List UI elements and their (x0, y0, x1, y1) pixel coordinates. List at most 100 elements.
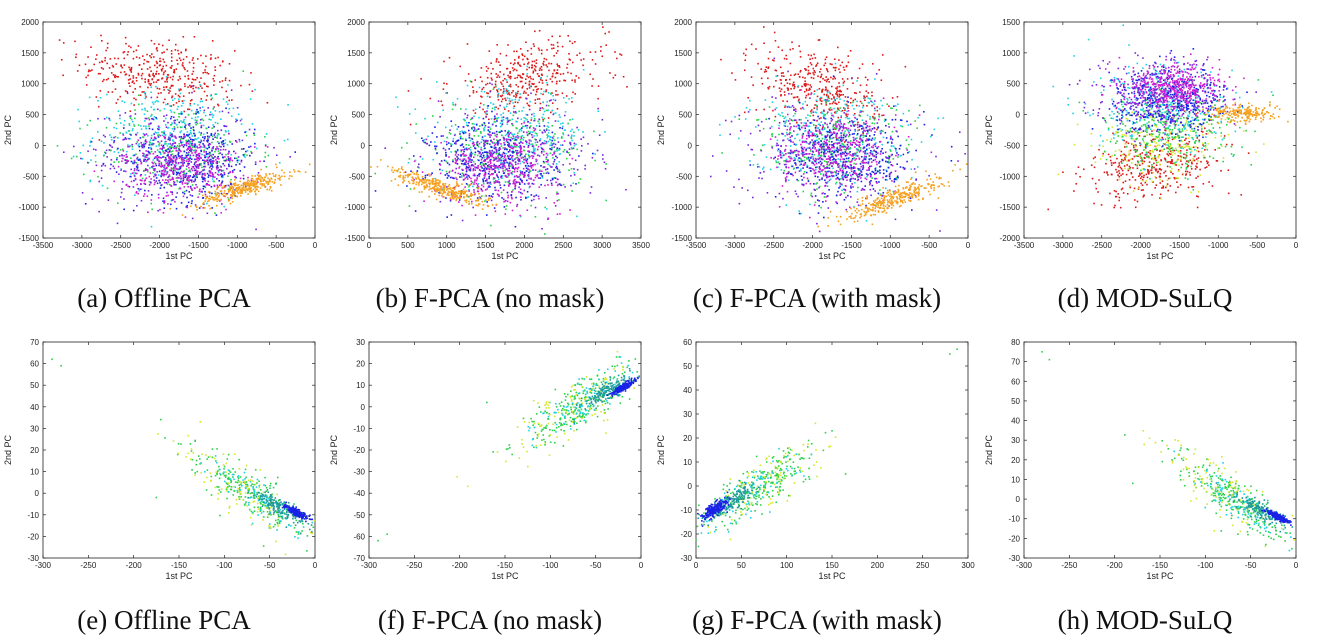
data-point (137, 72, 140, 75)
data-point (106, 42, 109, 45)
data-point (465, 147, 468, 149)
data-point (210, 163, 212, 165)
data-point (184, 136, 186, 138)
data-point (409, 123, 412, 126)
data-point (508, 185, 510, 187)
data-point (207, 161, 209, 163)
data-point (517, 145, 519, 148)
data-point (123, 127, 125, 129)
data-point (133, 169, 136, 172)
data-point (497, 140, 500, 142)
data-point (449, 187, 452, 190)
data-point (180, 142, 183, 145)
data-point (207, 176, 210, 178)
data-point (153, 75, 155, 77)
data-point (211, 40, 214, 42)
data-point (146, 159, 148, 162)
data-point (143, 143, 146, 146)
data-point (604, 32, 607, 35)
data-point (495, 106, 497, 109)
data-point (162, 146, 164, 148)
data-point (509, 149, 511, 151)
data-point (170, 169, 172, 172)
data-point (207, 126, 210, 129)
data-point (518, 130, 521, 133)
data-point (527, 176, 530, 178)
data-point (500, 100, 503, 103)
data-point (546, 136, 549, 139)
data-point (231, 99, 233, 101)
data-point (474, 192, 476, 195)
data-point (470, 164, 473, 167)
data-point (196, 186, 198, 188)
data-point (233, 150, 235, 153)
data-point (150, 178, 152, 180)
data-point (490, 195, 493, 197)
data-point (598, 134, 601, 137)
data-point (189, 185, 192, 188)
data-point (582, 68, 585, 71)
data-point (797, 86, 799, 88)
data-point (536, 141, 539, 143)
data-point (534, 30, 536, 33)
data-point (151, 117, 153, 120)
data-point (485, 168, 488, 171)
data-point (163, 152, 165, 155)
data-point (171, 95, 174, 98)
data-point (187, 162, 189, 165)
data-point (507, 143, 510, 146)
data-point (131, 81, 134, 84)
data-point (139, 179, 142, 181)
data-point (786, 82, 789, 84)
data-point (165, 148, 168, 151)
data-point (533, 119, 535, 122)
data-point (504, 129, 506, 132)
data-point (533, 117, 536, 120)
data-point (207, 162, 210, 165)
data-point (515, 120, 517, 123)
data-point (530, 117, 533, 119)
data-point (164, 149, 167, 152)
data-point (528, 169, 531, 171)
data-point (212, 173, 214, 176)
data-point (536, 175, 539, 177)
data-point (120, 65, 123, 67)
data-point (411, 179, 413, 181)
data-point (562, 150, 565, 153)
data-point (175, 177, 178, 179)
data-point (520, 80, 523, 83)
data-point (501, 177, 503, 180)
data-point (286, 138, 289, 141)
data-point (551, 124, 554, 127)
data-point (172, 146, 175, 149)
data-point (137, 139, 140, 142)
data-point (516, 92, 519, 95)
data-point (552, 72, 554, 75)
data-point (530, 177, 532, 180)
data-point (430, 180, 433, 183)
data-point (208, 190, 211, 193)
data-point (128, 137, 130, 140)
data-point (453, 191, 455, 194)
data-point (160, 163, 163, 165)
data-point (180, 161, 182, 164)
data-point (500, 145, 503, 147)
data-point (498, 160, 500, 162)
data-point (480, 153, 483, 156)
data-point (158, 162, 161, 165)
data-point (570, 168, 573, 170)
data-point (178, 166, 181, 169)
data-point (154, 151, 157, 153)
data-point (137, 103, 140, 106)
data-point (876, 109, 879, 112)
data-point (505, 148, 507, 150)
data-point (556, 50, 559, 52)
data-point (207, 184, 210, 186)
data-point (217, 186, 220, 188)
data-point (622, 75, 625, 78)
data-point (183, 192, 186, 195)
data-point (259, 179, 262, 182)
data-point (511, 209, 514, 212)
data-point (124, 159, 126, 161)
data-point (516, 135, 519, 137)
